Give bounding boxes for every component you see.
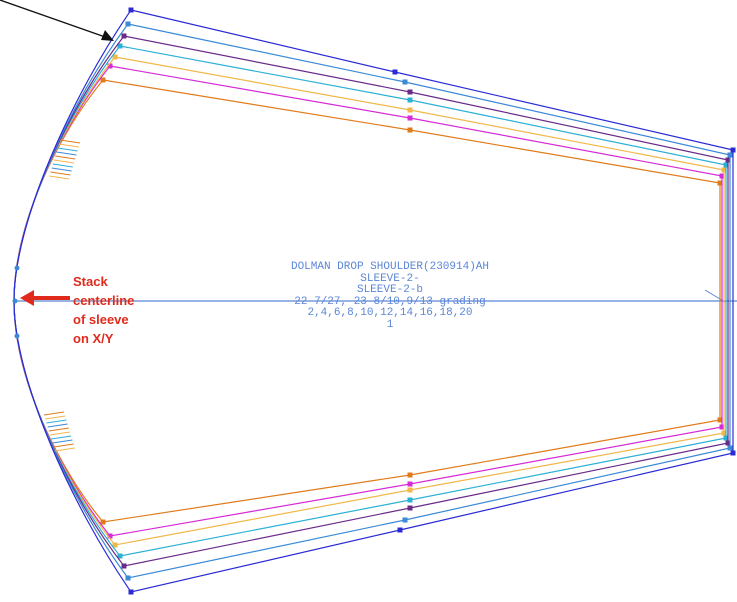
grade-point-6-3 xyxy=(727,152,733,158)
notch-tick-0-0 xyxy=(59,139,81,144)
grade-point-1-6 xyxy=(100,519,106,525)
grade-point-3-3 xyxy=(721,167,727,173)
notch-tick-1-6 xyxy=(51,435,72,440)
notch-tick-1-4 xyxy=(48,427,69,432)
notch-tick-0-5 xyxy=(53,159,75,164)
notch-tick-0-2 xyxy=(57,147,78,152)
centerline-annotation: Stack centerline of sleeve on X/Y xyxy=(73,272,134,348)
notch-tick-1-8 xyxy=(53,443,74,448)
notch-tick-1-1 xyxy=(45,415,66,420)
grade-point-7-4 xyxy=(730,450,736,456)
curve-point-3 xyxy=(14,333,20,339)
notch-tick-0-4 xyxy=(55,155,76,160)
grade-point-1-2 xyxy=(407,127,413,133)
grade-point-1-3 xyxy=(717,180,723,186)
grade-point-4-6 xyxy=(117,553,123,559)
grade-point-5-5 xyxy=(407,505,413,511)
grade-point-5-3 xyxy=(725,157,731,163)
grade-point-5-4 xyxy=(725,440,731,446)
grade-point-7-6 xyxy=(128,589,134,595)
notch-tick-0-3 xyxy=(56,151,77,156)
grade-point-5-6 xyxy=(121,563,127,569)
grade-point-7-5 xyxy=(397,527,403,533)
grade-point-3-1 xyxy=(112,54,118,60)
piece-label-quantity: 1 xyxy=(386,318,394,331)
curve-notch-ticks xyxy=(43,139,81,452)
grade-point-6-1 xyxy=(125,21,131,27)
notch-tick-1-0 xyxy=(43,411,65,416)
notch-tick-1-7 xyxy=(52,439,73,444)
grade-point-2-5 xyxy=(407,481,413,487)
grade-point-3-5 xyxy=(407,487,413,493)
piece-label-style: DOLMAN DROP SHOULDER(230914)AH xyxy=(290,261,490,273)
grade-outline-7 xyxy=(13,9,734,593)
black-arrow-icon xyxy=(0,0,114,41)
grade-point-2-6 xyxy=(107,533,113,539)
notch-tick-1-2 xyxy=(46,419,67,424)
notch-tick-0-7 xyxy=(51,167,72,172)
notch-tick-0-9 xyxy=(49,175,70,180)
grade-point-5-2 xyxy=(407,89,413,95)
grade-point-1-5 xyxy=(407,472,413,478)
annotation-line-3: of sleeve xyxy=(73,312,129,327)
curve-point-1 xyxy=(14,265,20,271)
grade-point-6-5 xyxy=(402,517,408,523)
curve-point-2 xyxy=(12,298,18,304)
grade-point-1-4 xyxy=(717,417,723,423)
piece-label-piece-variant: SLEEVE-2-b xyxy=(356,284,423,296)
notch-tick-0-8 xyxy=(50,171,71,176)
grade-point-4-5 xyxy=(407,497,413,503)
piece-label: DOLMAN DROP SHOULDER(230914)AH SLEEVE-2-… xyxy=(190,261,590,331)
annotation-line-4: on X/Y xyxy=(73,331,114,346)
grade-point-4-4 xyxy=(723,435,729,441)
grade-point-2-2 xyxy=(407,115,413,121)
graded-sleeve-outlines xyxy=(12,7,736,595)
grade-point-2-3 xyxy=(719,173,725,179)
grade-point-2-1 xyxy=(107,63,113,69)
grade-point-3-2 xyxy=(407,107,413,113)
grade-point-3-6 xyxy=(112,542,118,548)
grade-point-4-1 xyxy=(117,43,123,49)
grade-point-5-1 xyxy=(121,33,127,39)
grade-point-6-4 xyxy=(727,445,733,451)
notch-tick-1-3 xyxy=(47,423,68,428)
notch-tick-0-1 xyxy=(58,143,79,148)
grade-point-7-3 xyxy=(730,147,736,153)
grade-point-7-1 xyxy=(128,7,134,13)
notch-tick-1-5 xyxy=(49,431,71,436)
notch-tick-1-9 xyxy=(54,447,75,452)
grade-point-4-2 xyxy=(407,97,413,103)
grade-point-6-2 xyxy=(402,79,408,85)
notch-tick-0-6 xyxy=(52,163,73,168)
grade-point-3-4 xyxy=(721,430,727,436)
grade-point-7-2 xyxy=(392,69,398,75)
annotation-line-1: Stack xyxy=(73,274,108,289)
piece-label-sizes: 2,4,6,8,10,12,14,16,18,20 xyxy=(307,307,473,319)
annotation-line-2: centerline xyxy=(73,293,135,308)
red-arrow-icon xyxy=(20,290,70,306)
grade-point-4-3 xyxy=(723,162,729,168)
grade-point-1-1 xyxy=(100,77,106,83)
grade-point-2-4 xyxy=(719,424,725,430)
piece-label-piece-name: SLEEVE-2- xyxy=(360,272,420,285)
grade-point-6-6 xyxy=(125,575,131,581)
piece-label-grading: 22 7/27, 23 8/10,9/13 grading xyxy=(294,295,486,308)
